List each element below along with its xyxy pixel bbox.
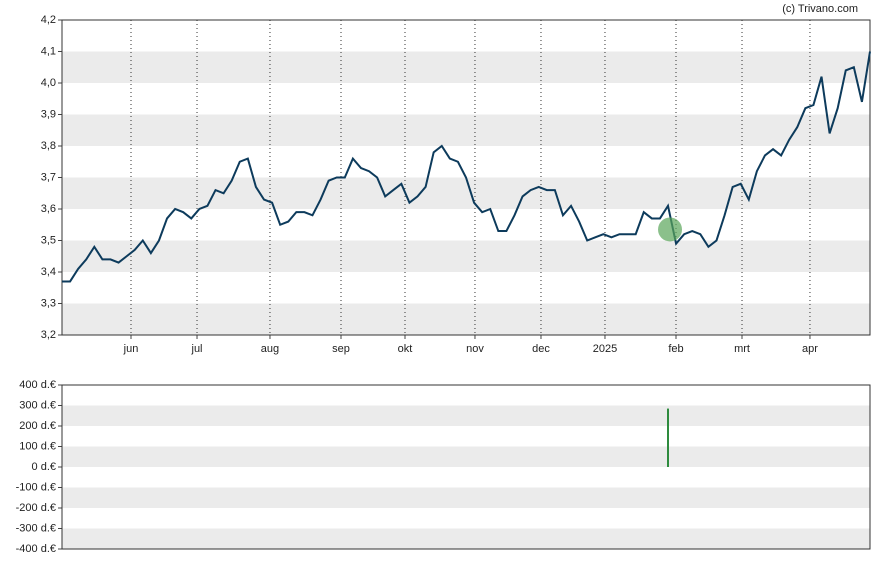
marker [658, 217, 683, 242]
y-tick-label: 3,3 [41, 297, 56, 309]
y-tick-label: -200 d.€ [16, 502, 56, 514]
y-tick-label: 3,2 [41, 329, 56, 341]
plot-frame [61, 384, 871, 550]
y-tick-label: 400 d.€ [19, 379, 56, 391]
y-tick-label: 3,9 [41, 108, 56, 120]
grid-band [62, 405, 870, 426]
x-tick-label: mrt [734, 343, 750, 355]
grid-band [62, 240, 870, 272]
y-tick-label: -100 d.€ [16, 481, 56, 493]
y-tick-label: -300 d.€ [16, 522, 56, 534]
grid-band [62, 303, 870, 335]
y-tick-label: 3,5 [41, 234, 56, 246]
grid-band [62, 446, 870, 467]
y-tick-label: 3,7 [41, 171, 56, 183]
x-tick-label: dec [532, 343, 550, 355]
y-tick-label: 4,1 [41, 45, 56, 57]
x-tick-label: 2025 [593, 343, 617, 355]
y-tick-label: 3,6 [41, 203, 56, 215]
y-tick-label: 300 d.€ [19, 399, 56, 411]
y-tick-label: 4,2 [41, 14, 56, 26]
x-tick-label: feb [668, 343, 683, 355]
x-tick-label: apr [802, 343, 818, 355]
x-tick-label: okt [398, 343, 413, 355]
x-tick-label: nov [466, 343, 484, 355]
credit: (c) Trivano.com [782, 3, 858, 15]
grid-band [62, 487, 870, 508]
y-tick-label: 4,0 [41, 77, 56, 89]
y-tick-label: 3,4 [41, 266, 56, 278]
y-tick-label: 0 d.€ [32, 461, 56, 473]
price-line [62, 51, 871, 283]
x-tick-label: sep [332, 343, 350, 355]
y-tick-label: 100 d.€ [19, 440, 56, 452]
grid-band [62, 114, 870, 146]
y-tick-label: 200 d.€ [19, 420, 56, 432]
x-tick-label: jun [123, 343, 139, 355]
x-tick-label: aug [261, 343, 279, 355]
y-tick-label: -400 d.€ [16, 543, 56, 555]
y-tick-label: 3,8 [41, 140, 56, 152]
x-tick-label: jul [191, 343, 203, 355]
grid-band [62, 528, 870, 549]
grid-band [62, 177, 870, 209]
plot-frame [61, 19, 871, 336]
grid-band [62, 51, 870, 83]
